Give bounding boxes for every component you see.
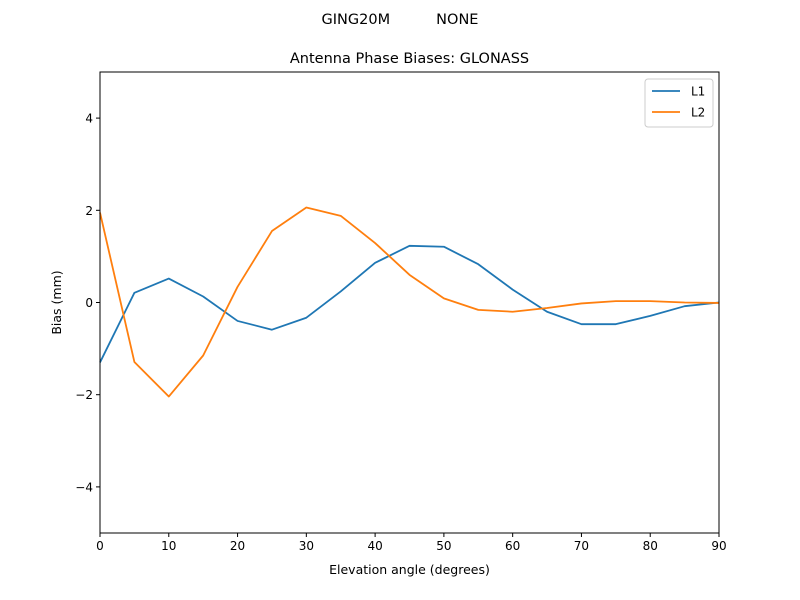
x-tick-label: 20 [230, 539, 245, 553]
legend: L1 L2 [644, 78, 714, 128]
axis-ticks: 0 10 20 30 40 50 60 70 80 90 −4 −2 0 2 4 [75, 112, 726, 553]
x-tick-label: 70 [574, 539, 589, 553]
y-tick-label: −2 [75, 388, 93, 402]
x-tick-label: 10 [161, 539, 176, 553]
figure-suptitle: GING20M NONE [322, 12, 479, 28]
x-tick-label: 60 [505, 539, 520, 553]
legend-label-l1: L1 [691, 85, 705, 99]
x-tick-label: 80 [643, 539, 658, 553]
series-line-l2 [99, 206, 720, 398]
x-tick-label: 50 [436, 539, 451, 553]
plot-frame [99, 71, 720, 534]
y-tick-label: −4 [75, 480, 93, 494]
x-tick-label: 0 [96, 539, 104, 553]
series-lines [99, 206, 720, 398]
y-tick-label: 0 [85, 296, 93, 310]
x-tick-label: 90 [711, 539, 726, 553]
y-tick-label: 2 [85, 204, 93, 218]
chart-title: Antenna Phase Biases: GLONASS [290, 51, 529, 67]
y-axis-label: Bias (mm) [49, 270, 64, 334]
series-line-l1 [99, 244, 720, 363]
y-tick-label: 4 [85, 112, 93, 126]
x-axis-label: Elevation angle (degrees) [329, 562, 490, 577]
x-tick-label: 40 [367, 539, 382, 553]
x-tick-label: 30 [299, 539, 314, 553]
legend-label-l2: L2 [691, 106, 705, 120]
